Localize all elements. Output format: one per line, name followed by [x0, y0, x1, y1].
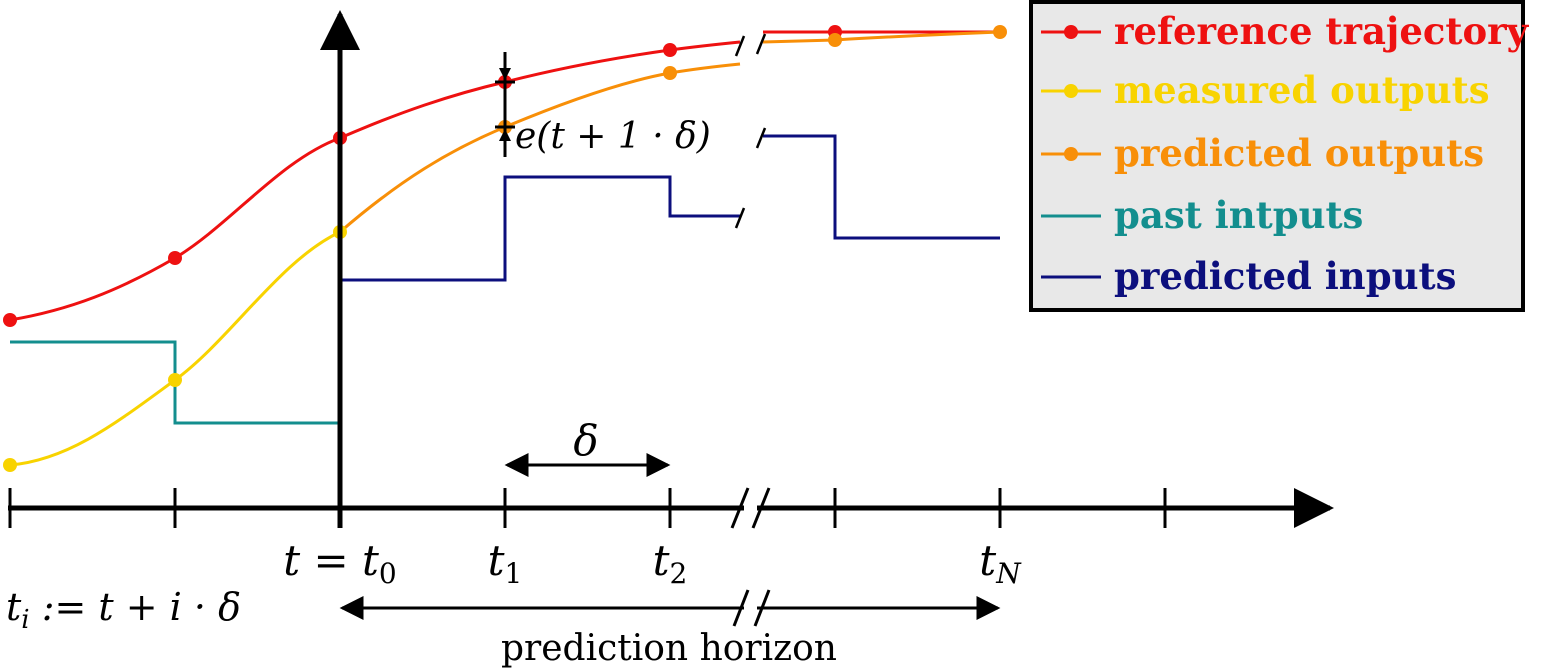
error-indicator	[495, 52, 515, 157]
tick-label-t0: t = t0	[283, 536, 397, 590]
delta-label: δ	[573, 416, 598, 465]
curve-break-marks	[734, 33, 767, 229]
predicted-inputs-tail	[763, 134, 1000, 240]
legend-label: predicted inputs	[1114, 254, 1456, 298]
legend-label: past intputs	[1114, 193, 1363, 237]
ti-definition: ti := t + i · δ	[6, 585, 241, 635]
predicted-output-markers	[498, 25, 1007, 134]
error-label: e(t + 1 · δ)	[515, 116, 711, 157]
legend-box	[1029, 0, 1525, 312]
horizon-break-mark	[732, 589, 771, 627]
axis-ticks	[8, 488, 1167, 528]
tick-label-t1: t1	[488, 536, 523, 590]
legend-item: predicted inputs	[1041, 254, 1456, 298]
predicted-outputs-curve	[339, 62, 741, 234]
legend-label: predicted outputs	[1114, 131, 1484, 175]
legend-item: predicted outputs	[1041, 131, 1484, 175]
legend-marker	[1064, 147, 1078, 161]
legend-item: reference trajectory	[1041, 9, 1530, 53]
axis-break-mark	[730, 487, 771, 529]
legend-marker	[1064, 84, 1078, 98]
reference-trajectory-curve	[9, 40, 741, 322]
past-inputs-step	[10, 280, 342, 425]
predicted-inputs-step	[340, 175, 740, 282]
legend: reference trajectory measured outputs pred…	[1029, 0, 1530, 312]
prediction-horizon-label: prediction horizon	[501, 628, 837, 669]
tick-label-tN: tN	[979, 536, 1022, 590]
legend-item: past intputs	[1041, 193, 1363, 237]
legend-label: reference trajectory	[1114, 9, 1530, 53]
legend-label: measured outputs	[1114, 68, 1490, 112]
tick-label-t2: t2	[653, 536, 688, 590]
legend-marker	[1064, 25, 1078, 39]
legend-item: measured outputs	[1041, 68, 1490, 112]
predicted-outputs-tail	[762, 30, 1001, 44]
